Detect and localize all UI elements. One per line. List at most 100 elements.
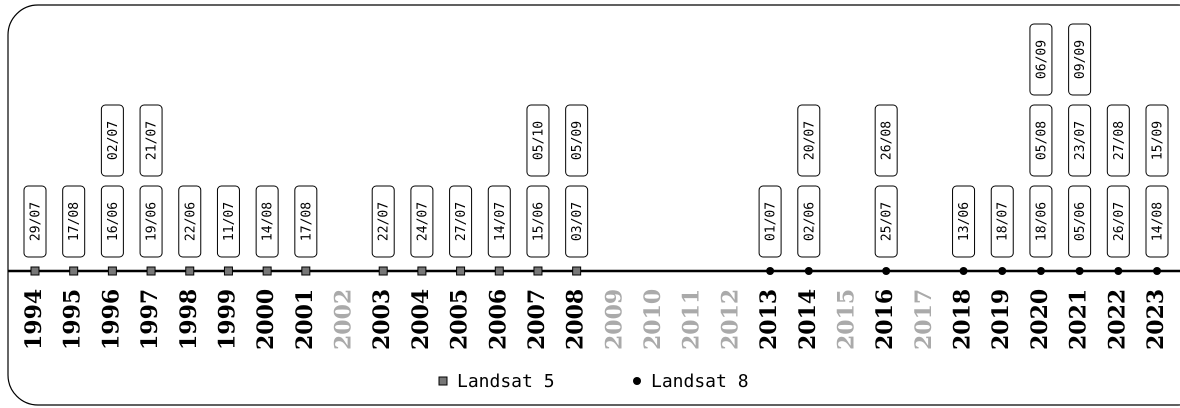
year-label: 2018	[950, 289, 976, 350]
year-label: 2016	[872, 289, 898, 350]
date-box	[62, 185, 86, 258]
year-label: 2014	[795, 289, 821, 350]
date-label: 05/06	[1073, 202, 1088, 241]
date-box	[139, 104, 163, 177]
date-box	[371, 185, 395, 258]
date-box	[178, 185, 202, 258]
legend-label: Landsat 8	[651, 371, 749, 392]
date-label: 24/07	[415, 202, 430, 241]
acquisition-marker	[301, 266, 311, 276]
legend-label: Landsat 5	[457, 371, 555, 392]
year-label: 2021	[1066, 289, 1092, 350]
date-box	[952, 185, 976, 258]
year-label: 1998	[176, 289, 202, 350]
date-label: 14/08	[261, 202, 276, 241]
acquisition-marker	[882, 267, 891, 275]
date-box	[1106, 104, 1130, 177]
year-label: 2005	[447, 289, 473, 350]
frame	[7, 4, 1180, 406]
date-box	[1029, 185, 1053, 258]
year-label: 1996	[98, 289, 124, 350]
date-label: 22/07	[377, 202, 392, 241]
date-label: 11/07	[222, 202, 237, 241]
date-label: 22/06	[183, 202, 198, 241]
date-label: 13/06	[957, 202, 972, 241]
date-box	[1145, 104, 1169, 177]
year-label: 1999	[214, 289, 240, 350]
acquisition-marker	[456, 266, 466, 276]
year-label: 2009	[601, 289, 627, 350]
date-box	[100, 185, 124, 258]
acquisition-marker	[417, 266, 427, 276]
year-label: 2011	[679, 289, 705, 350]
year-label: 1995	[60, 289, 86, 350]
acquisition-marker	[223, 266, 233, 276]
date-label: 06/09	[1034, 40, 1049, 79]
date-label: 27/07	[454, 202, 469, 241]
year-label: 2020	[1027, 289, 1053, 350]
legend-marker	[633, 377, 641, 385]
date-label: 14/08	[1151, 202, 1166, 241]
year-label: 2015	[833, 289, 859, 350]
date-label: 16/06	[106, 202, 121, 241]
date-label: 17/08	[67, 202, 82, 241]
date-box	[449, 185, 473, 258]
year-label: 2023	[1143, 289, 1169, 350]
acquisition-marker	[146, 266, 156, 276]
date-label: 17/08	[299, 202, 314, 241]
date-box	[100, 104, 124, 177]
acquisition-marker	[1036, 267, 1045, 275]
acquisition-marker	[494, 266, 504, 276]
date-box	[565, 185, 589, 258]
year-label: 2006	[485, 289, 511, 350]
year-label: 2019	[988, 289, 1014, 350]
date-box	[294, 185, 318, 258]
date-label: 15/06	[531, 202, 546, 241]
date-label: 25/07	[880, 202, 895, 241]
date-label: 27/08	[1112, 121, 1127, 160]
date-box	[1145, 185, 1169, 258]
date-label: 18/07	[996, 202, 1011, 241]
date-box	[1029, 104, 1053, 177]
date-box	[216, 185, 240, 258]
date-box	[758, 185, 782, 258]
year-label: 2008	[563, 289, 589, 350]
acquisition-marker	[1153, 267, 1161, 275]
date-box	[23, 185, 47, 258]
date-label: 21/07	[145, 121, 160, 160]
date-label: 23/07	[1073, 121, 1088, 160]
acquisition-marker	[572, 266, 582, 276]
acquisition-marker	[185, 266, 195, 276]
year-label: 1997	[137, 289, 163, 350]
date-label: 09/09	[1073, 40, 1088, 79]
year-label: 2022	[1104, 289, 1130, 350]
year-label: 2017	[911, 289, 937, 350]
date-box	[1068, 104, 1092, 177]
date-label: 05/10	[531, 121, 546, 160]
date-box	[874, 185, 898, 258]
year-label: 1994	[21, 289, 47, 350]
acquisition-marker	[262, 266, 272, 276]
date-box	[990, 185, 1014, 258]
acquisition-marker	[378, 266, 388, 276]
date-box	[1068, 23, 1092, 96]
date-label: 14/07	[493, 202, 508, 241]
date-box	[874, 104, 898, 177]
date-label: 05/09	[570, 121, 585, 160]
year-label: 2013	[756, 289, 782, 350]
acquisition-marker	[1114, 267, 1123, 275]
date-label: 15/09	[1151, 121, 1166, 160]
year-label: 2002	[331, 289, 357, 350]
date-label: 19/06	[145, 202, 160, 241]
date-label: 05/08	[1034, 121, 1049, 160]
date-box	[139, 185, 163, 258]
acquisition-marker	[766, 267, 775, 275]
date-box	[1068, 185, 1092, 258]
acquisition-marker	[998, 267, 1007, 275]
date-label: 18/06	[1034, 202, 1049, 241]
date-box	[487, 185, 511, 258]
acquisition-marker	[1075, 267, 1084, 275]
date-box	[565, 104, 589, 177]
year-label: 2007	[524, 289, 550, 350]
